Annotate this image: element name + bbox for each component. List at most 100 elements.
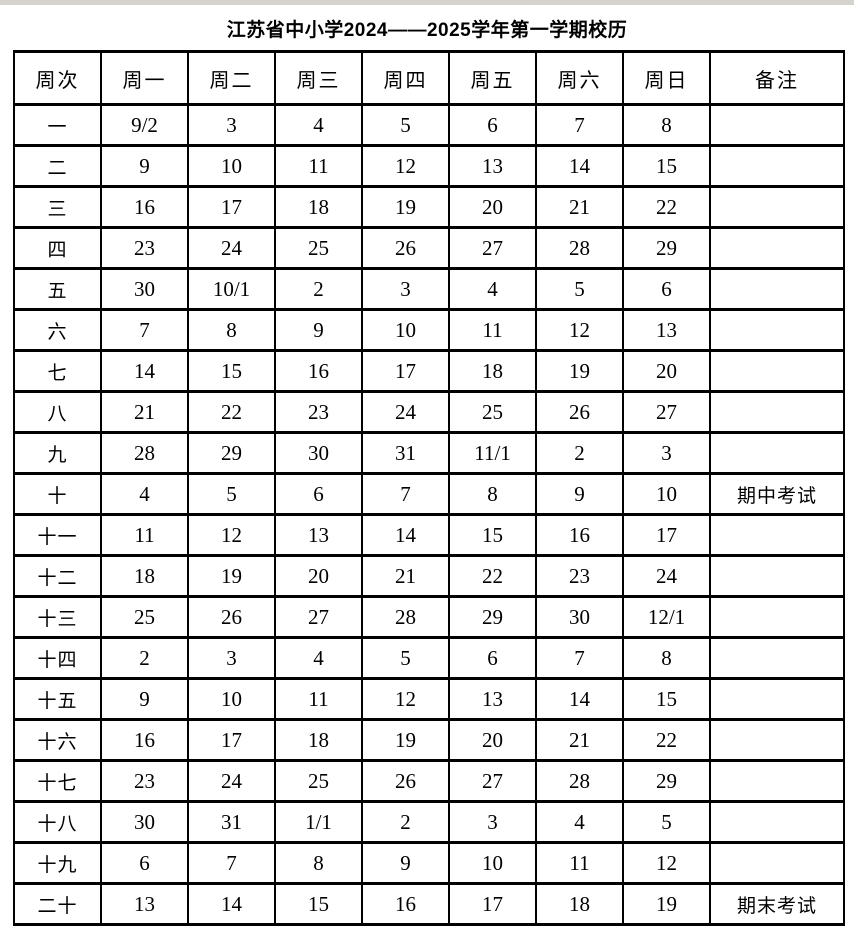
column-header-2: 周二: [187, 50, 276, 106]
note-cell: [709, 185, 845, 229]
date-cell: 4: [274, 636, 363, 680]
week-number-cell: 十四: [13, 636, 102, 680]
date-cell: 12: [361, 144, 450, 188]
date-cell: 27: [448, 226, 537, 270]
date-cell: 20: [622, 349, 711, 393]
week-number-cell: 三: [13, 185, 102, 229]
date-cell: 30: [100, 800, 189, 844]
date-cell: 2: [100, 636, 189, 680]
note-cell: [709, 513, 845, 557]
date-cell: 31: [361, 431, 450, 475]
note-cell: [709, 718, 845, 762]
column-header-8: 备注: [709, 50, 845, 106]
table-row: 二 9 10 11 12 13 14 15: [13, 144, 845, 188]
column-header-5: 周五: [448, 50, 537, 106]
date-cell: 16: [535, 513, 624, 557]
table-row: 七 14 15 16 17 18 19 20: [13, 349, 845, 393]
date-cell: 18: [535, 882, 624, 926]
date-cell: 18: [100, 554, 189, 598]
date-cell: 22: [622, 718, 711, 762]
date-cell: 27: [448, 759, 537, 803]
date-cell: 10: [187, 144, 276, 188]
date-cell: 10: [622, 472, 711, 516]
date-cell: 20: [448, 718, 537, 762]
date-cell: 3: [187, 636, 276, 680]
note-cell: 期末考试: [709, 882, 845, 926]
date-cell: 12/1: [622, 595, 711, 639]
week-number-cell: 二十: [13, 882, 102, 926]
date-cell: 17: [622, 513, 711, 557]
column-header-0: 周次: [13, 50, 102, 106]
date-cell: 23: [100, 759, 189, 803]
date-cell: 26: [361, 226, 450, 270]
top-strip: [0, 0, 854, 5]
date-cell: 2: [361, 800, 450, 844]
week-number-cell: 九: [13, 431, 102, 475]
date-cell: 5: [622, 800, 711, 844]
date-cell: 28: [535, 759, 624, 803]
date-cell: 15: [622, 144, 711, 188]
date-cell: 16: [100, 185, 189, 229]
date-cell: 29: [622, 226, 711, 270]
table-row: 三 16 17 18 19 20 21 22: [13, 185, 845, 229]
date-cell: 28: [361, 595, 450, 639]
date-cell: 12: [187, 513, 276, 557]
date-cell: 18: [274, 185, 363, 229]
date-cell: 9: [274, 308, 363, 352]
date-cell: 14: [100, 349, 189, 393]
page-title: 江苏省中小学2024——2025学年第一学期校历: [226, 20, 628, 41]
note-cell: [709, 103, 845, 147]
week-number-cell: 十三: [13, 595, 102, 639]
date-cell: 7: [535, 636, 624, 680]
date-cell: 23: [274, 390, 363, 434]
date-cell: 9: [100, 677, 189, 721]
date-cell: 7: [535, 103, 624, 147]
date-cell: 4: [535, 800, 624, 844]
date-cell: 20: [274, 554, 363, 598]
note-cell: [709, 595, 845, 639]
calendar-table-body: 一 9/2 3 4 5 6 7 8 二 9 10 11 12 13 14 15 三 16 17 18 19 20 21 22 四…: [13, 103, 845, 926]
date-cell: 27: [274, 595, 363, 639]
date-cell: 25: [448, 390, 537, 434]
date-cell: 8: [187, 308, 276, 352]
date-cell: 3: [622, 431, 711, 475]
date-cell: 22: [187, 390, 276, 434]
date-cell: 19: [187, 554, 276, 598]
date-cell: 6: [100, 841, 189, 885]
date-cell: 30: [274, 431, 363, 475]
table-row: 六 7 8 9 10 11 12 13: [13, 308, 845, 352]
date-cell: 8: [622, 103, 711, 147]
date-cell: 21: [361, 554, 450, 598]
date-cell: 2: [535, 431, 624, 475]
note-cell: [709, 759, 845, 803]
week-number-cell: 十七: [13, 759, 102, 803]
date-cell: 11: [448, 308, 537, 352]
date-cell: 5: [361, 636, 450, 680]
date-cell: 14: [361, 513, 450, 557]
date-cell: 5: [187, 472, 276, 516]
date-cell: 19: [361, 185, 450, 229]
date-cell: 6: [448, 636, 537, 680]
date-cell: 9: [100, 144, 189, 188]
week-number-cell: 十九: [13, 841, 102, 885]
date-cell: 12: [361, 677, 450, 721]
date-cell: 2: [274, 267, 363, 311]
date-cell: 19: [535, 349, 624, 393]
table-row: 二十 13 14 15 16 17 18 19 期末考试: [13, 882, 845, 926]
date-cell: 25: [100, 595, 189, 639]
table-row: 九 28 29 30 31 11/1 2 3: [13, 431, 845, 475]
date-cell: 15: [274, 882, 363, 926]
column-header-4: 周四: [361, 50, 450, 106]
date-cell: 11: [100, 513, 189, 557]
date-cell: 10/1: [187, 267, 276, 311]
table-row: 十三 25 26 27 28 29 30 12/1: [13, 595, 845, 639]
date-cell: 19: [361, 718, 450, 762]
date-cell: 18: [274, 718, 363, 762]
date-cell: 7: [187, 841, 276, 885]
table-row: 十 4 5 6 7 8 9 10 期中考试: [13, 472, 845, 516]
date-cell: 10: [361, 308, 450, 352]
note-cell: [709, 308, 845, 352]
date-cell: 12: [622, 841, 711, 885]
date-cell: 22: [622, 185, 711, 229]
date-cell: 4: [274, 103, 363, 147]
